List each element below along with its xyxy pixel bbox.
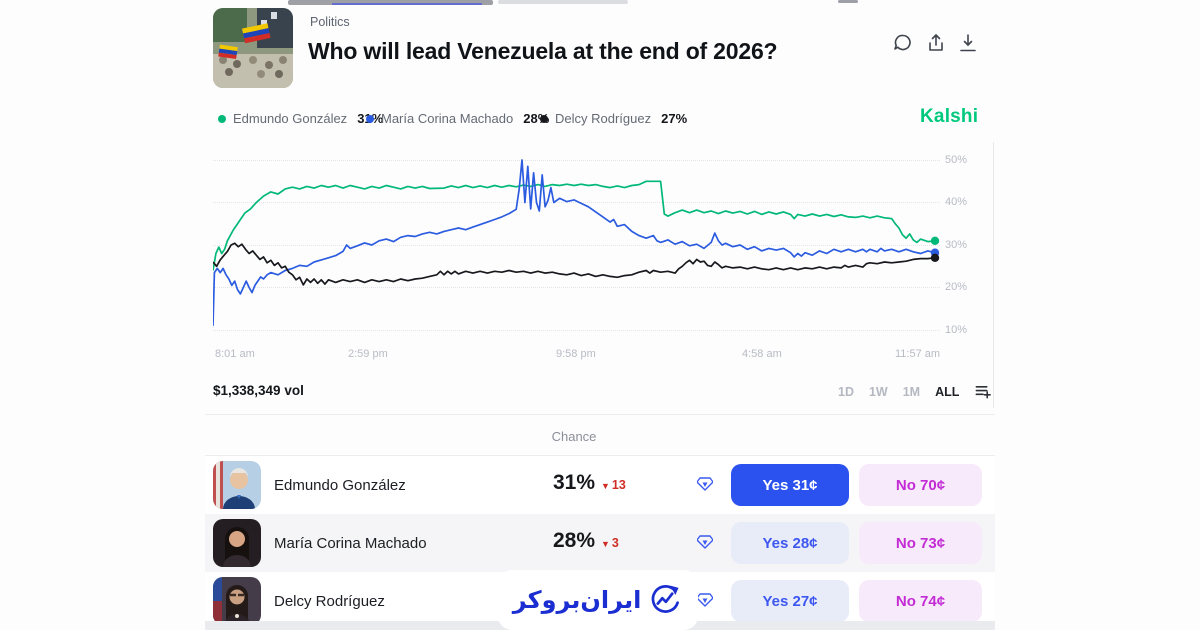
- legend-label: Delcy Rodríguez: [555, 111, 652, 126]
- market-thumbnail: [213, 8, 293, 88]
- yes-button[interactable]: Yes 31¢: [731, 464, 849, 506]
- legend-item: María Corina Machado 28%: [366, 111, 549, 126]
- gridline-40: [213, 202, 940, 203]
- x-tick: 11:57 am: [895, 348, 941, 360]
- gem-icon: [697, 534, 713, 550]
- chance-value: 31%: [552, 471, 595, 494]
- divider: [205, 414, 995, 415]
- x-tick: 2:59 pm: [348, 348, 388, 360]
- legend-dot-green: [218, 114, 226, 123]
- change-indicator: ▼ 13: [601, 478, 626, 492]
- avatar: [213, 461, 261, 509]
- range-option-1w[interactable]: 1W: [868, 384, 888, 399]
- legend-value: 27%: [661, 111, 688, 126]
- cropped-header-text-2: [498, 0, 628, 4]
- cropped-header-fragment: [838, 0, 858, 3]
- outcome-name: Delcy Rodríguez: [274, 593, 385, 610]
- no-button[interactable]: No 73¢: [859, 522, 982, 564]
- watermark-text: ایران‌بروکر: [512, 586, 642, 614]
- watermark-chart-arrow-icon: [647, 582, 683, 618]
- market-title: Who will lead Venezuela at the end of 20…: [308, 38, 778, 64]
- share-icon[interactable]: [925, 32, 947, 54]
- x-tick: 9:58 pm: [556, 348, 596, 360]
- range-option-1d[interactable]: 1D: [838, 384, 854, 399]
- watermark: ایران‌بروکر: [510, 582, 686, 618]
- chart-right-border: [993, 142, 994, 408]
- volume-label: $1,338,349 vol: [213, 383, 304, 398]
- no-button[interactable]: No 74¢: [859, 580, 982, 622]
- chance-column-header: Chance: [551, 429, 597, 444]
- y-tick: 40%: [945, 196, 968, 208]
- gem-icon: [697, 476, 713, 492]
- legend-item: Edmundo González 31%: [218, 111, 383, 126]
- gem-icon: [697, 592, 713, 608]
- category-label: Politics: [310, 15, 350, 29]
- gridline-50: [213, 160, 940, 161]
- gridline-20: [213, 287, 940, 288]
- legend-label: Edmundo González: [233, 111, 348, 126]
- x-tick: 4:58 am: [742, 348, 782, 360]
- outcome-name: María Corina Machado: [274, 535, 427, 552]
- yes-button[interactable]: Yes 28¢: [731, 522, 849, 564]
- range-option-1m[interactable]: 1M: [902, 384, 921, 399]
- outcome-row-edmundo-gonzalez[interactable]: Edmundo González 31% ▼ 13 Yes 31¢ No 70¢: [205, 456, 995, 514]
- price-chart-svg[interactable]: [213, 150, 940, 346]
- legend-dot-black: [540, 114, 548, 123]
- playlist-add-icon[interactable]: [974, 383, 992, 400]
- down-arrow-icon: ▼: [601, 481, 610, 491]
- series-end-dot: [930, 236, 940, 245]
- legend-item: Delcy Rodríguez 27%: [540, 111, 687, 126]
- change-value: 3: [611, 536, 619, 550]
- yes-button[interactable]: Yes 27¢: [731, 580, 849, 622]
- avatar: [213, 519, 261, 567]
- series-end-dot: [930, 253, 940, 262]
- y-tick: 20%: [945, 281, 968, 293]
- range-option-all[interactable]: ALL: [935, 384, 960, 399]
- kalshi-logo: Kalshi: [920, 106, 979, 127]
- y-tick: 50%: [945, 154, 968, 166]
- x-tick: 8:01 am: [215, 348, 255, 360]
- legend-dot-blue: [366, 114, 374, 123]
- down-arrow-icon: ▼: [601, 539, 610, 549]
- divider: [205, 455, 995, 456]
- range-selector: 1D 1W 1M ALL: [838, 383, 992, 400]
- cropped-header-underline: [332, 3, 482, 5]
- legend-label: María Corina Machado: [381, 111, 514, 126]
- avatar: [213, 577, 261, 625]
- outcome-name: Edmundo González: [274, 477, 406, 494]
- chance-value: 28%: [552, 529, 595, 552]
- no-button[interactable]: No 70¢: [859, 464, 982, 506]
- comment-icon[interactable]: [892, 32, 914, 54]
- y-tick: 10%: [945, 324, 968, 336]
- cropped-header-text: [288, 0, 493, 5]
- gridline-30: [213, 245, 940, 246]
- y-tick: 30%: [945, 239, 968, 251]
- change-value: 13: [611, 478, 626, 492]
- change-indicator: ▼ 3: [601, 536, 619, 550]
- gridline-10: [213, 330, 940, 331]
- download-icon[interactable]: [957, 32, 979, 54]
- outcome-row-maria-corina-machado[interactable]: María Corina Machado 28% ▼ 3 Yes 28¢ No 7…: [205, 514, 995, 572]
